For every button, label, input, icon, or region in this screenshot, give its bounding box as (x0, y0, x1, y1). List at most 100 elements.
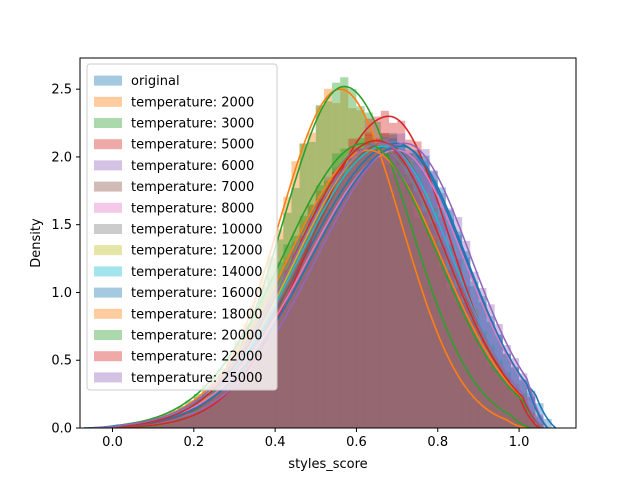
histogram-bar (307, 248, 316, 428)
histogram-bar (413, 217, 422, 428)
histogram-bar (437, 212, 446, 428)
histogram-bar (388, 133, 398, 428)
histogram-bar (348, 152, 357, 428)
histogram-bar (470, 327, 479, 428)
histogram-bar (502, 372, 511, 428)
histogram-bar (405, 139, 414, 428)
histogram-bar (413, 181, 422, 428)
histogram-bar (462, 300, 471, 428)
histogram-bar (388, 174, 398, 428)
histogram-bar (429, 185, 438, 428)
histogram-bar (185, 416, 194, 428)
histogram-bar (291, 278, 300, 428)
histogram-bar (388, 137, 398, 428)
histogram-bar (340, 166, 349, 428)
histogram-bar (226, 368, 235, 428)
histogram-bar (323, 195, 333, 428)
x-tick-label: 0.4 (265, 435, 286, 450)
histogram-bar (486, 304, 495, 428)
histogram-bar (218, 382, 227, 428)
histogram-bar (161, 420, 170, 428)
histogram-bar (315, 215, 324, 428)
legend-label: temperature: 12000 (131, 244, 263, 259)
histogram-bar (315, 105, 324, 428)
histogram-bar (380, 138, 389, 428)
histogram-bar (372, 163, 381, 428)
histogram-bar (291, 295, 300, 428)
histogram-bar (543, 418, 552, 428)
histogram-bar (201, 398, 211, 428)
histogram-bar (510, 394, 520, 428)
histogram-bar (201, 397, 211, 428)
histogram-bar (364, 131, 373, 428)
histogram-bar (283, 212, 292, 428)
histogram-bar (380, 135, 389, 428)
histogram-bar (323, 196, 333, 428)
histogram-bar (356, 150, 365, 428)
histogram-bar (185, 411, 194, 428)
legend-swatch (94, 330, 122, 340)
histogram-bar (291, 242, 300, 428)
histogram-bar (486, 344, 495, 428)
histogram-bar (535, 424, 544, 428)
histogram-bar (413, 150, 422, 428)
histogram-bar (275, 302, 284, 428)
histogram-bar (413, 158, 422, 428)
histogram-bar (413, 205, 422, 428)
histogram-bar (486, 346, 495, 428)
histogram-bar (210, 393, 219, 428)
histogram-bar (201, 407, 211, 428)
histogram-bar (429, 188, 438, 428)
histogram-bar (470, 319, 479, 428)
y-tick-label: 2.5 (51, 83, 72, 98)
histogram-bar (218, 376, 227, 428)
legend-label: temperature: 10000 (131, 223, 263, 238)
histogram-bar (388, 189, 398, 428)
histogram-bar (445, 210, 455, 428)
histogram-bar (478, 296, 487, 428)
histogram-bar (340, 164, 349, 428)
histogram-bar (454, 235, 463, 428)
histogram-bar (315, 239, 324, 428)
histogram-bar (210, 388, 219, 428)
histogram-bar (454, 249, 463, 428)
histogram-bar (234, 353, 243, 428)
histogram-bar (323, 88, 333, 428)
histogram-bar (323, 187, 333, 428)
histogram-bar (356, 169, 365, 428)
legend-label: temperature: 3000 (131, 117, 254, 132)
histogram-bar (234, 381, 243, 428)
histogram-bar (470, 382, 479, 428)
histogram-bar (405, 194, 414, 428)
histogram-bar (502, 374, 511, 428)
legend-swatch (94, 96, 122, 107)
histogram-bar (445, 219, 455, 428)
histogram-bar (177, 417, 186, 428)
histogram-bar (283, 280, 292, 428)
histogram-bar (340, 86, 349, 428)
histogram-bar (332, 217, 341, 428)
histogram-bar (437, 235, 446, 428)
histogram-bar (445, 208, 455, 428)
histogram-bar (405, 168, 414, 428)
histogram-bar (478, 336, 487, 428)
histogram-bar (454, 231, 463, 428)
histogram-bar (234, 372, 243, 428)
histogram-bar (494, 407, 503, 428)
histogram-bar (323, 209, 333, 428)
histogram-bar (397, 156, 406, 428)
histogram-bar (283, 284, 292, 428)
histogram-bar (413, 165, 422, 428)
histogram-bar (478, 349, 487, 428)
histogram-bar (218, 373, 227, 428)
histogram-bar (291, 235, 300, 428)
histogram-bar (348, 89, 357, 428)
histogram-bar (380, 133, 389, 428)
histogram-bar (307, 233, 316, 428)
histogram-bar (226, 390, 235, 428)
histogram-bar (185, 414, 194, 428)
histogram-bar (413, 184, 422, 428)
histogram-bar (234, 383, 243, 428)
histogram-bar (397, 159, 406, 428)
histogram-bar (332, 212, 341, 428)
